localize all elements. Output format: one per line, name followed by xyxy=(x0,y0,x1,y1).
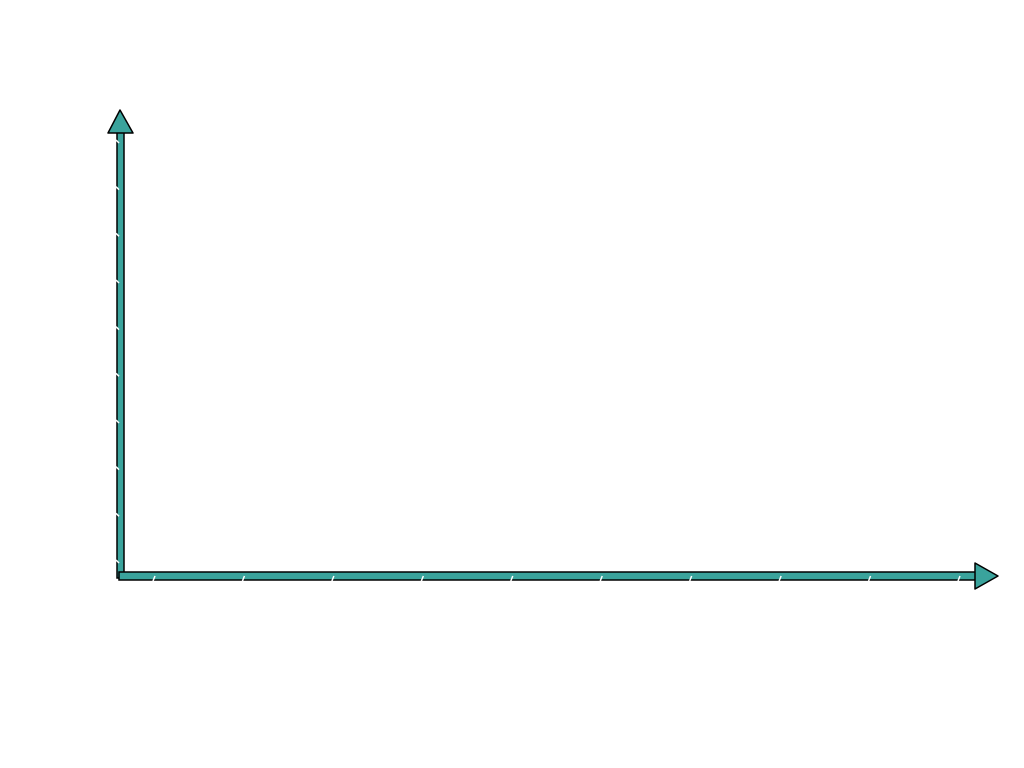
y-axis-tick xyxy=(115,419,120,424)
x-axis-tick xyxy=(867,575,872,582)
y-axis-tick xyxy=(115,512,120,517)
x-axis-tick xyxy=(688,575,693,582)
x-axis-tick xyxy=(241,575,246,582)
x-axis-tick xyxy=(420,575,425,582)
x-axis-tick xyxy=(510,575,514,582)
x-axis-tick xyxy=(331,575,335,582)
x-axis-arrowhead xyxy=(974,562,999,590)
y-axis-tick xyxy=(115,232,120,237)
y-axis-tick xyxy=(115,559,120,564)
x-axis-tick xyxy=(778,575,782,582)
x-axis-tick xyxy=(599,575,603,582)
y-axis xyxy=(107,109,134,579)
x-axis-shaft xyxy=(118,571,978,581)
y-axis-shaft xyxy=(116,129,125,579)
y-axis-ticks xyxy=(115,139,120,564)
y-axis-tick xyxy=(115,186,120,191)
x-axis-tick xyxy=(957,575,961,582)
y-axis-tick xyxy=(115,326,120,331)
y-axis-tick xyxy=(115,372,120,377)
x-axis-ticks xyxy=(152,575,961,582)
x-axis xyxy=(118,562,999,590)
x-axis-tick xyxy=(152,575,156,582)
y-axis-tick xyxy=(115,139,120,144)
y-axis-arrowhead xyxy=(107,109,134,134)
y-axis-tick xyxy=(115,466,120,471)
y-axis-tick xyxy=(115,279,120,284)
